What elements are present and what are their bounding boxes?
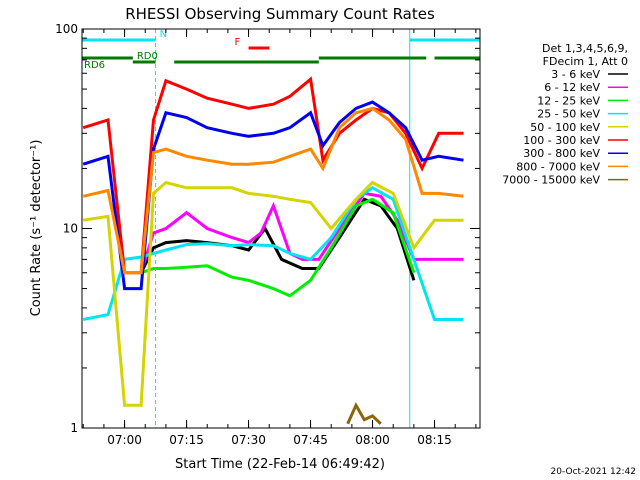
legend-header-0: Det 1,3,4,5,6,9, [542,42,628,55]
flag-label-n: N [160,29,167,40]
series-line-8 [346,402,382,425]
series-lines [82,76,464,425]
x-tick-label-0: 07:00 [107,433,142,447]
y-tick-label-1: 10 [63,222,78,236]
legend-entry-label-3: 25 - 50 keV [537,108,600,121]
legend: Det 1,3,4,5,6,9,FDecim 1, Att 03 - 6 keV… [502,42,628,187]
flag-label-rd6: RD6 [84,60,105,71]
legend-entry-label-7: 800 - 7000 keV [516,160,600,173]
plot-timestamp: 20-Oct-2021 12:42 [551,467,636,477]
series-line-2 [140,197,416,298]
flag-label-rd0: RD0 [137,51,158,62]
legend-entry-label-6: 300 - 800 keV [523,147,600,160]
legend-entry-label-1: 6 - 12 keV [544,81,600,94]
x-tick-label-2: 07:30 [231,433,266,447]
x-tick-label-4: 08:00 [355,433,390,447]
legend-entry-label-2: 12 - 25 keV [537,94,600,107]
legend-entry-label-0: 3 - 6 keV [551,68,600,81]
x-axis-label: Start Time (22-Feb-14 06:49:42) [175,457,385,472]
y-axis-label: Count Rate (s⁻¹ detector⁻¹) [29,140,44,317]
chart-title: RHESSI Observing Summary Count Rates [125,5,435,23]
series-line-4 [82,180,464,407]
series-line-7 [82,106,464,275]
axes: 07:00 07:15 07:30 07:45 08:00 08:15 1 10 100 [55,22,480,447]
legend-entry-label-5: 100 - 300 keV [523,134,600,147]
x-tick-label-5: 08:15 [417,433,452,447]
y-tick-label-0: 1 [70,421,78,435]
series-line-0 [139,197,416,281]
x-tick-label-1: 07:15 [169,433,204,447]
legend-entry-label-8: 7000 - 15000 keV [502,174,600,187]
flag-label-f: F [235,37,241,48]
y-tick-label-2: 100 [55,22,78,36]
legend-header-1: FDecim 1, Att 0 [543,55,628,68]
x-tick-label-3: 07:45 [293,433,328,447]
series-line-5 [82,76,464,275]
legend-entry-label-4: 50 - 100 keV [530,121,600,134]
